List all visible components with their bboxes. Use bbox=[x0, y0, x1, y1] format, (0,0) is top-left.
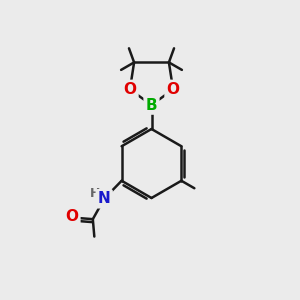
Text: O: O bbox=[167, 82, 180, 97]
Text: O: O bbox=[65, 209, 78, 224]
Text: N: N bbox=[98, 191, 111, 206]
Text: H: H bbox=[90, 187, 101, 200]
Text: O: O bbox=[123, 82, 136, 97]
Text: B: B bbox=[146, 98, 157, 112]
